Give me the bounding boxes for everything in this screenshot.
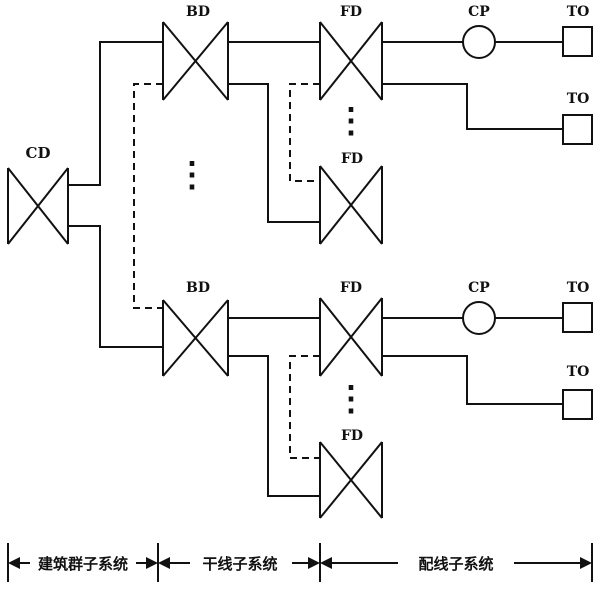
to1-label: TO — [567, 4, 590, 20]
to3-outlet — [562, 302, 593, 333]
bd2-to-fd4-cable — [228, 355, 320, 497]
horizontal-subsystem-label: 配线子系统 — [418, 555, 493, 573]
bd-interconnect-dashed — [133, 83, 163, 309]
subsystem-scale — [7, 543, 593, 582]
fd3-node — [319, 297, 383, 377]
fd-interconnect-dashed-1 — [289, 83, 320, 182]
cp2-label: CP — [468, 280, 490, 296]
bd1-label: BD — [186, 4, 210, 20]
bd2-label: BD — [186, 280, 210, 296]
cp1-label: CP — [468, 4, 490, 20]
to3-label: TO — [567, 280, 590, 296]
campus-subsystem-label: 建筑群子系统 — [38, 555, 128, 573]
to2-outlet — [562, 114, 593, 145]
bd-ellipsis: ⋮ — [175, 155, 209, 195]
bd1-node — [162, 21, 229, 101]
fd2-label: FD — [341, 151, 363, 167]
fd1-label: FD — [340, 4, 362, 20]
fd1-node — [319, 21, 383, 101]
fd4-node — [319, 441, 383, 519]
cd-label: CD — [26, 144, 51, 162]
fd3-label: FD — [340, 280, 362, 296]
fd4-label: FD — [341, 428, 363, 444]
cd-node — [7, 167, 69, 245]
cd-to-bd2-cable — [68, 225, 163, 348]
fd-interconnect-dashed-2 — [289, 355, 320, 459]
to1-outlet — [562, 26, 593, 57]
fd-ellipsis-2: ⋮ — [334, 379, 368, 419]
cp1-node — [462, 25, 496, 59]
cp2-node — [462, 301, 496, 335]
fd2-node — [319, 165, 383, 245]
fd1-to-to2-cable — [382, 83, 563, 130]
cd-to-bd1-cable — [68, 41, 163, 186]
to2-label: TO — [567, 91, 590, 107]
to4-label: TO — [567, 364, 590, 380]
fd3-to-to4-cable — [382, 355, 563, 405]
bd2-node — [162, 299, 229, 377]
fd-ellipsis-1: ⋮ — [334, 101, 368, 141]
to4-outlet — [562, 389, 593, 420]
bd1-to-fd2-cable — [228, 83, 320, 223]
backbone-subsystem-label: 干线子系统 — [202, 555, 277, 573]
